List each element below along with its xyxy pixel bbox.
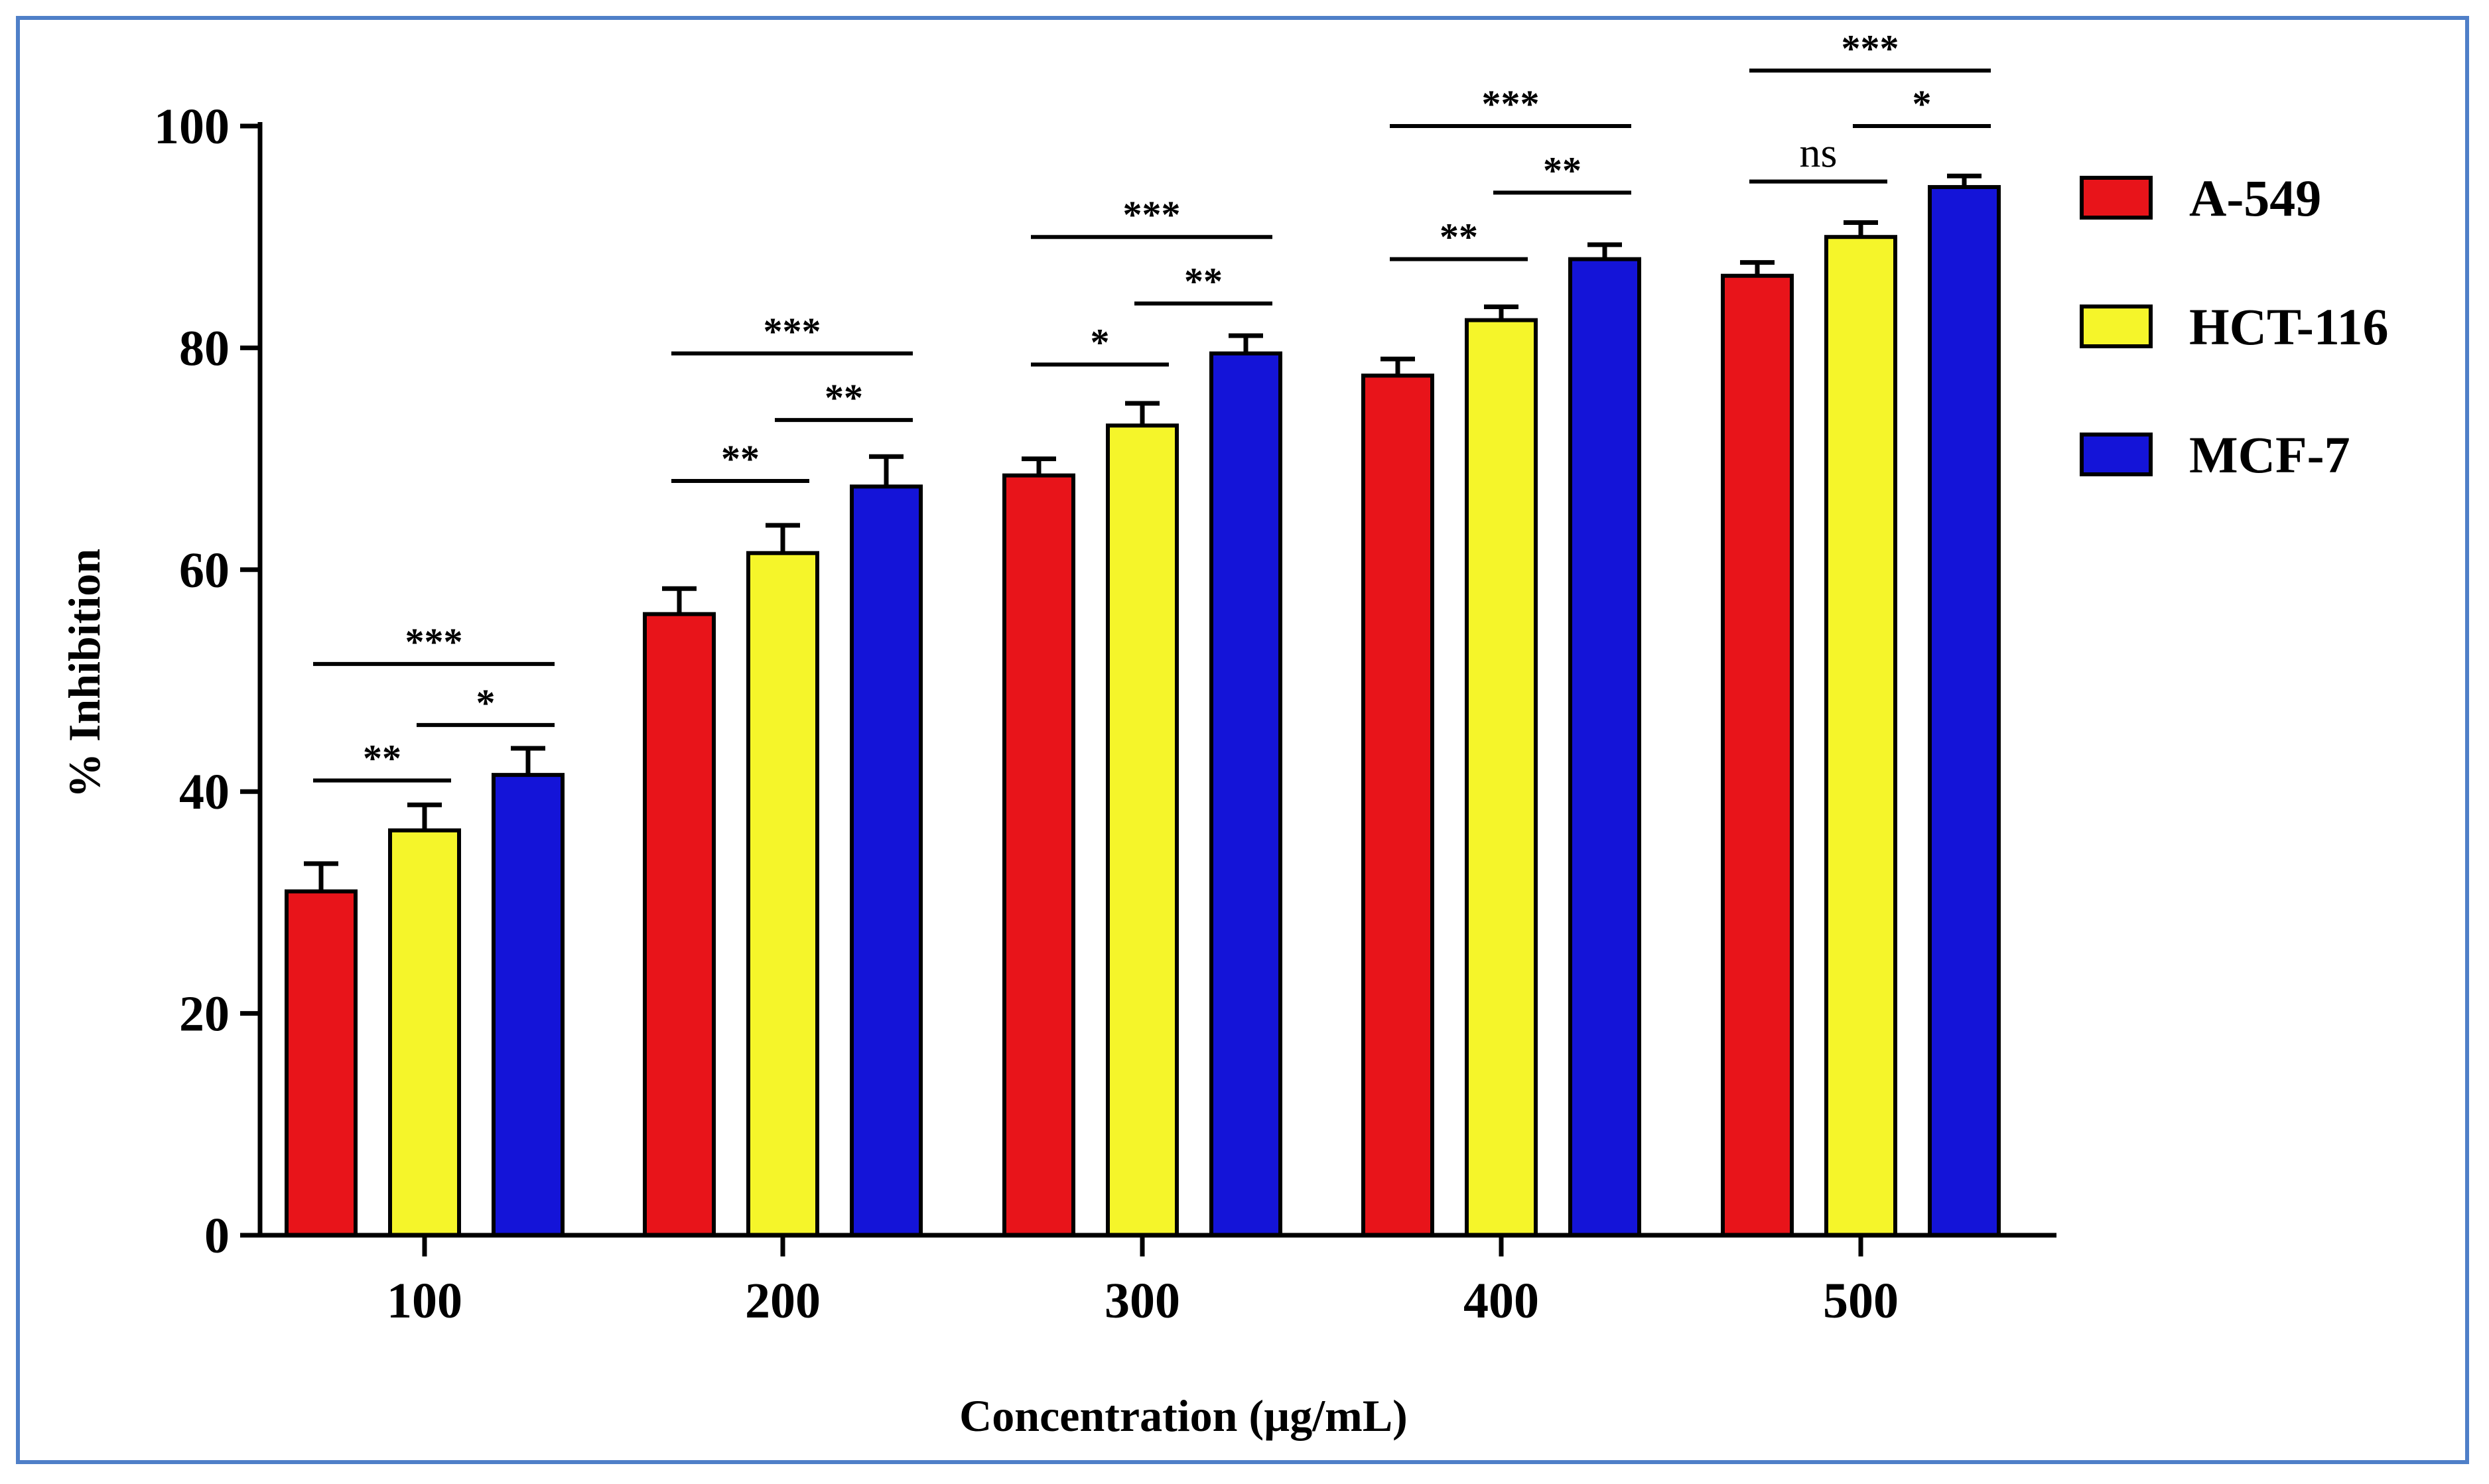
significance-label: ns [1800,129,1838,176]
bar [850,484,923,1237]
y-tick-label: 0 [204,1208,230,1264]
bar [1361,373,1434,1238]
x-axis-title: Concentration (µg/mL) [959,1390,1408,1441]
bar [285,889,358,1238]
y-axis-title: % Inhibition [59,549,109,798]
legend-swatch [2080,304,2153,348]
significance-label: *** [1842,27,1899,70]
legend-label: A-549 [2189,169,2321,227]
significance-label: ** [363,736,401,779]
legend-label: HCT-116 [2189,298,2389,356]
bar [1465,318,1538,1238]
significance-label: *** [764,310,821,353]
x-tick-label: 100 [387,1273,462,1329]
x-tick-label: 500 [1823,1273,1899,1329]
y-tick-label: 100 [154,99,230,155]
x-tick-label: 400 [1463,1273,1539,1329]
bar [388,828,461,1237]
legend-swatch [2080,176,2153,220]
significance-annotations: ************* *************ns**** [313,27,1991,783]
significance-label: ** [825,376,863,419]
y-tick-label: 80 [179,320,230,376]
bar [1824,235,1897,1238]
bar [1721,273,1794,1238]
bar [1106,423,1179,1238]
significance-label: * [476,681,496,724]
significance-label: *** [1482,82,1540,125]
bar [1568,257,1641,1237]
bar [1209,351,1282,1237]
significance-label: *** [1123,193,1181,236]
axes: 0 20 40 60 80 100 100 200 300 400 500 [154,99,2056,1329]
y-tick-label: 40 [179,764,230,820]
significance-label: ** [1184,260,1223,303]
significance-label: ** [1543,149,1581,192]
significance-label: ** [721,437,760,480]
legend-swatch [2080,433,2153,476]
bar [1002,473,1075,1237]
significance-label: *** [405,620,463,663]
significance-label: * [1091,320,1110,364]
significance-label: * [1913,82,1932,125]
x-tick-label: 200 [745,1273,821,1329]
x-tick-label: 300 [1105,1273,1180,1329]
y-tick-label: 60 [179,543,230,598]
legend: A-549 HCT-116 MCF-7 [2080,169,2389,484]
bars [285,173,2001,1238]
bar [1928,184,2001,1238]
legend-label: MCF-7 [2189,426,2350,484]
y-tick-label: 20 [179,986,230,1042]
bar [492,773,565,1237]
significance-label: ** [1440,216,1478,259]
bar [643,612,716,1237]
bar [746,551,819,1237]
